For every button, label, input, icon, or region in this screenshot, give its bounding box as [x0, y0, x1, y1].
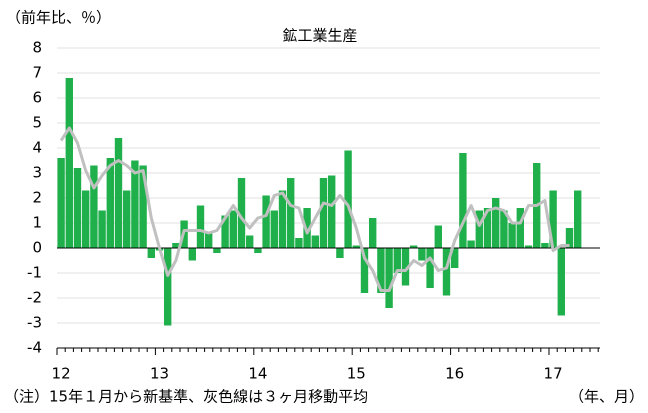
y-tick-label: 0	[32, 239, 42, 257]
bar	[237, 178, 246, 248]
x-tick-label: 12	[52, 365, 71, 383]
bar	[106, 158, 114, 248]
bar	[139, 165, 147, 248]
bar	[221, 215, 229, 248]
bar	[90, 165, 98, 248]
bar	[262, 195, 270, 248]
bar	[451, 248, 459, 268]
x-unit: （年、月）	[569, 388, 644, 406]
x-tick-label: 17	[544, 365, 563, 383]
bar	[377, 248, 385, 293]
bar	[467, 240, 475, 248]
bar	[188, 248, 196, 261]
bar	[475, 210, 483, 248]
bar	[565, 228, 574, 248]
bar	[311, 235, 319, 248]
bar	[73, 168, 82, 248]
bar	[336, 248, 344, 258]
bar	[516, 208, 524, 248]
bar	[205, 233, 213, 248]
bar	[319, 178, 328, 248]
bar	[393, 248, 401, 273]
bar	[459, 153, 467, 248]
line	[59, 126, 570, 292]
bar	[164, 248, 172, 326]
bar	[303, 208, 311, 248]
bar	[500, 210, 508, 248]
chart-title: 鉱工業生産	[282, 27, 357, 45]
bar	[410, 245, 418, 248]
bar	[524, 245, 533, 248]
bar	[574, 190, 582, 248]
bar	[278, 190, 287, 248]
y-unit: （前年比、％）	[6, 9, 111, 27]
bar	[65, 78, 73, 248]
bar	[492, 198, 500, 248]
bar	[98, 210, 106, 248]
bar	[82, 190, 90, 248]
bar	[295, 238, 303, 248]
x-tick-label: 14	[248, 365, 267, 383]
bar	[483, 208, 492, 248]
bar	[57, 158, 65, 248]
y-tick-label: 2	[32, 189, 42, 207]
bar	[254, 248, 262, 253]
bar	[434, 225, 442, 248]
bar	[541, 243, 549, 248]
bar	[123, 190, 131, 248]
bar	[401, 248, 410, 286]
bar	[172, 243, 180, 248]
bar	[287, 178, 295, 248]
bar	[147, 248, 155, 258]
y-tick-label: 1	[32, 214, 42, 232]
bar	[557, 248, 565, 316]
bar	[213, 248, 221, 253]
y-tick-label: -3	[27, 314, 42, 332]
y-tick-label: -1	[27, 264, 42, 282]
bar	[270, 210, 278, 248]
bar	[369, 218, 377, 248]
bar	[114, 138, 123, 248]
y-tick-label: 5	[32, 114, 42, 132]
bar	[229, 210, 237, 248]
y-tick-label: 7	[32, 64, 42, 82]
bar	[352, 245, 360, 248]
bar	[246, 235, 254, 248]
bar	[344, 150, 352, 248]
bar	[426, 248, 434, 288]
bar	[385, 248, 393, 308]
note: （注）15年１月から新基準、灰色線は３ヶ月移動平均	[4, 388, 368, 406]
x-tick-label: 15	[347, 365, 366, 383]
bar	[549, 190, 557, 248]
bar	[418, 248, 426, 261]
bar	[328, 175, 336, 248]
x-tick-label: 16	[445, 365, 464, 383]
y-tick-label: 6	[32, 89, 42, 107]
bar	[196, 205, 205, 248]
y-tick-label: -2	[27, 289, 42, 307]
y-tick-label: -4	[27, 339, 42, 357]
x-tick-label: 13	[150, 365, 169, 383]
y-tick-label: 4	[32, 139, 42, 157]
bar	[442, 248, 451, 296]
bar	[360, 248, 369, 293]
bar	[131, 160, 139, 248]
bar	[508, 223, 516, 248]
y-tick-label: 8	[32, 39, 42, 57]
y-tick-label: 3	[32, 164, 42, 182]
